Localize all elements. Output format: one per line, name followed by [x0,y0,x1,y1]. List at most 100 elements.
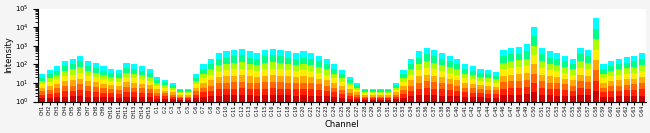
Bar [208,80,214,86]
Bar [278,56,283,63]
Bar [346,86,353,90]
Bar [124,97,129,102]
Bar [285,95,291,102]
Bar [424,48,430,54]
Bar [131,69,137,74]
Bar [200,88,207,92]
Bar [185,97,191,98]
Bar [108,85,114,89]
Bar [139,66,145,71]
Bar [370,89,376,90]
Bar [493,98,499,102]
Bar [547,95,552,102]
Bar [616,86,622,91]
Bar [146,73,153,77]
Bar [370,100,376,102]
Bar [54,71,60,75]
Bar [470,97,476,102]
Bar [47,86,53,90]
Bar [100,88,107,93]
Bar [531,55,538,64]
Bar [239,55,245,62]
Bar [124,63,129,68]
Bar [470,88,476,93]
Bar [439,95,445,102]
Bar [308,71,314,77]
Bar [200,92,207,97]
Bar [500,63,506,69]
Bar [300,64,307,70]
Bar [262,50,268,56]
Bar [554,53,560,59]
Bar [508,95,514,102]
Bar [154,83,161,86]
Bar [47,98,53,102]
Bar [362,100,368,102]
Bar [139,88,145,93]
Bar [393,90,399,92]
Bar [278,63,283,69]
Bar [408,75,414,80]
Bar [608,92,614,97]
Bar [393,92,399,95]
Bar [254,77,261,83]
Bar [416,89,422,95]
Bar [616,64,622,69]
Bar [224,51,229,58]
Bar [77,61,83,67]
Bar [332,92,337,97]
Bar [254,65,261,71]
Bar [400,82,407,86]
Bar [262,69,268,76]
Bar [39,88,45,91]
Bar [393,88,399,90]
Bar [608,71,614,76]
Bar [462,64,468,69]
Bar [562,55,568,61]
Bar [569,96,576,102]
Bar [70,69,76,75]
Bar [200,97,207,102]
Bar [431,69,437,76]
Bar [408,91,414,96]
Bar [639,90,645,95]
Bar [400,86,407,90]
Bar [262,89,268,95]
Bar [146,93,153,97]
Bar [85,92,91,97]
Bar [170,95,176,97]
Bar [508,54,514,61]
Bar [339,94,345,98]
Bar [354,95,361,97]
Bar [200,83,207,88]
Bar [285,89,291,95]
Bar [154,86,161,90]
Bar [385,97,391,98]
Bar [308,90,314,95]
Bar [278,76,283,82]
Bar [146,68,153,73]
Bar [62,61,68,66]
Bar [439,71,445,77]
Bar [208,75,214,80]
Bar [108,89,114,93]
Bar [593,60,599,70]
Bar [424,81,430,88]
Bar [324,80,330,86]
Bar [93,87,99,92]
Bar [585,82,592,89]
Bar [224,83,229,89]
Bar [477,97,484,102]
Bar [224,70,229,76]
Bar [100,75,107,79]
Bar [192,88,199,91]
Bar [354,97,361,99]
Bar [385,90,391,92]
Bar [170,88,176,90]
Bar [601,92,606,97]
Bar [562,84,568,90]
Bar [162,91,168,93]
Bar [177,90,183,92]
Bar [631,73,638,79]
Bar [462,92,468,97]
